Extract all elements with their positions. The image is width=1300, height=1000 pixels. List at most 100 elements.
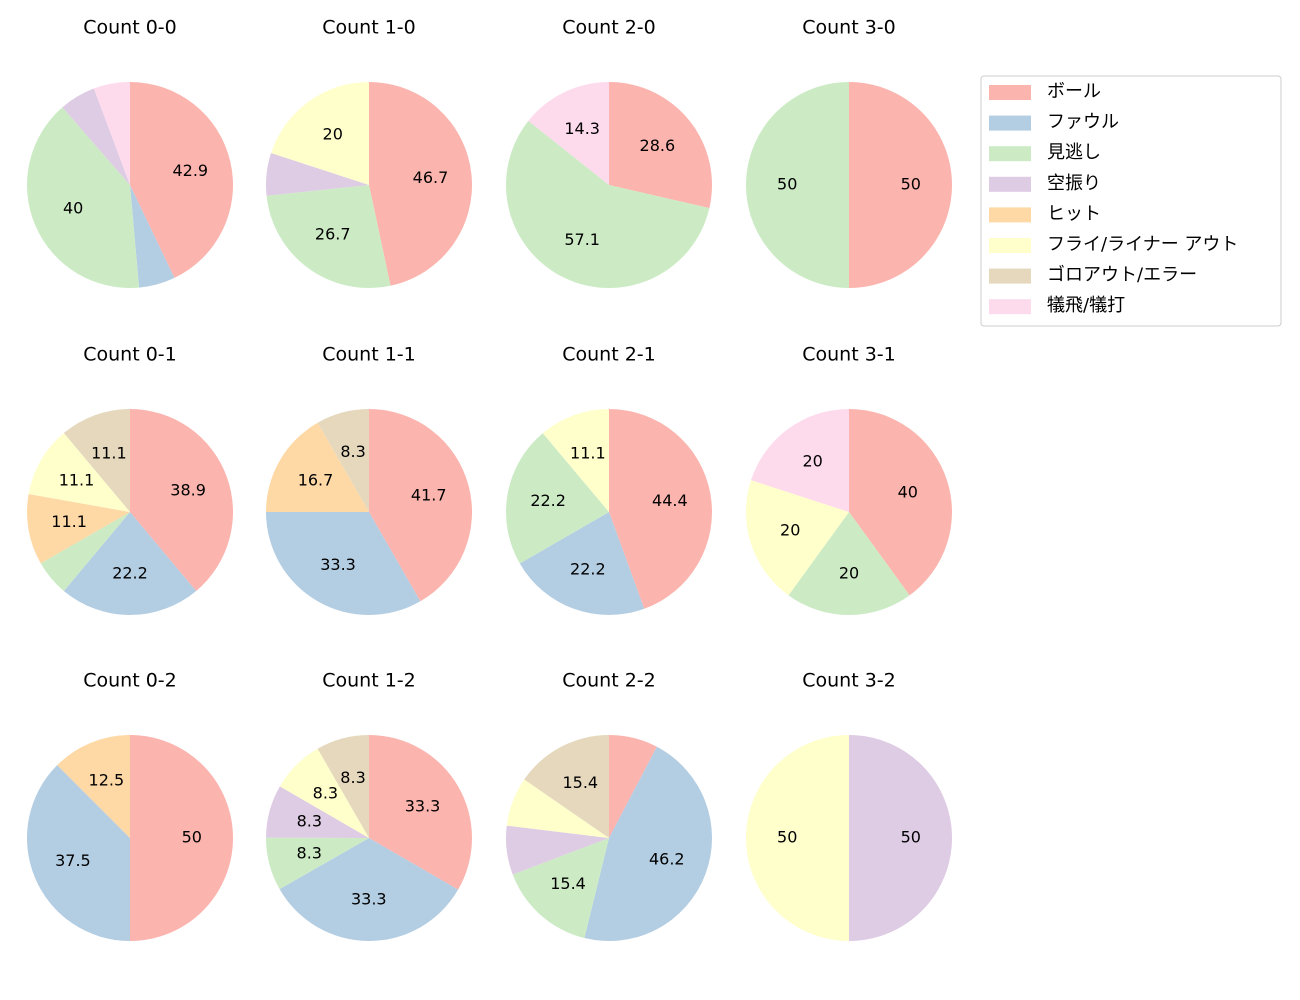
pie-wedge (130, 82, 234, 278)
pie-wedge (63, 512, 197, 616)
value-label: 8.3 (297, 843, 322, 862)
value-label: 8.3 (340, 442, 365, 461)
value-label: 26.7 (315, 225, 351, 244)
pie-wedge (130, 408, 234, 591)
value-label: 14.3 (564, 119, 600, 138)
value-label: 20 (323, 124, 343, 143)
pie-wedge (512, 838, 609, 939)
value-label: 50 (777, 828, 797, 847)
chart-title: Count 3-2 (802, 670, 896, 692)
pie-wedge (519, 512, 645, 615)
value-label: 15.4 (562, 773, 598, 792)
value-label: 37.5 (55, 851, 91, 870)
value-label: 22.2 (112, 563, 148, 582)
value-label: 50 (182, 828, 202, 847)
chart-title: Count 1-0 (322, 17, 416, 39)
value-label: 50 (777, 175, 797, 194)
legend-swatch (989, 299, 1031, 315)
pie-wedge (279, 838, 459, 941)
value-label: 40 (63, 199, 83, 218)
value-label: 8.3 (340, 768, 365, 787)
pie-wedge (266, 422, 369, 512)
legend-swatch (989, 268, 1031, 284)
pie-wedge (28, 433, 130, 512)
pie-wedge (751, 409, 849, 512)
pie-wedge (584, 746, 713, 942)
value-label: 28.6 (640, 136, 676, 155)
value-label: 42.9 (172, 161, 208, 180)
legend-swatch (989, 115, 1031, 131)
pie-wedge (505, 825, 609, 875)
chart-title: Count 2-0 (562, 17, 656, 39)
pie-wedge (266, 786, 369, 838)
legend-label: フライ/ライナー アウト (1047, 234, 1238, 255)
value-label: 11.1 (51, 512, 87, 531)
value-label: 33.3 (405, 797, 441, 816)
legend-label: ヒット (1047, 203, 1101, 224)
value-label: 46.7 (413, 168, 449, 187)
value-label: 11.1 (570, 443, 606, 462)
pie-wedge (609, 82, 712, 209)
legend-box (980, 75, 1282, 327)
value-label: 44.4 (652, 491, 688, 510)
value-label: 40 (898, 482, 918, 501)
value-label: 16.7 (298, 471, 334, 490)
chart-title: Count 0-2 (83, 670, 177, 692)
pie-wedge (62, 88, 130, 185)
pie-wedge (505, 433, 609, 564)
pie-wedge (528, 82, 609, 185)
value-label: 8.3 (297, 811, 322, 830)
legend-swatch (989, 146, 1031, 162)
pie-wedge (317, 409, 369, 512)
value-label: 11.1 (91, 443, 127, 462)
chart-title: Count 1-2 (322, 670, 416, 692)
pie-wedge (63, 409, 130, 512)
pie-wedge (266, 837, 369, 890)
chart-title: Count 3-0 (802, 17, 896, 39)
pie-wedge (609, 409, 712, 609)
pie-wedge (26, 493, 130, 564)
value-label: 11.1 (59, 471, 95, 490)
value-label: 33.3 (320, 555, 356, 574)
pie-wedge (369, 409, 472, 602)
chart-title: Count 0-0 (83, 17, 177, 39)
value-label: 20 (802, 452, 822, 471)
pie-wedge (266, 512, 421, 615)
pie-wedge (369, 735, 472, 890)
pie-wedge (849, 409, 953, 596)
pie-wedge (849, 735, 952, 941)
chart-title: Count 2-1 (562, 344, 656, 366)
pie-wedge (27, 765, 130, 941)
pie-wedge (93, 82, 130, 185)
pie-wedge (506, 779, 609, 838)
value-label: 22.2 (530, 491, 566, 510)
pie-wedge (130, 185, 175, 288)
pie-wedge (130, 735, 233, 941)
value-label: 20 (839, 563, 859, 582)
pie-wedge (40, 512, 130, 591)
value-label: 41.7 (411, 486, 447, 505)
legend-swatch (989, 207, 1031, 223)
value-label: 46.2 (649, 849, 685, 868)
pie-wedge (26, 107, 140, 289)
value-label: 8.3 (313, 784, 338, 803)
chart-title: Count 0-1 (83, 344, 177, 366)
pie-wedge (746, 480, 849, 596)
value-label: 33.3 (351, 889, 387, 908)
legend-label: ファウル (1047, 112, 1119, 133)
pie-wedge (317, 735, 369, 838)
chart-title: Count 2-2 (562, 670, 656, 692)
legend-swatch (989, 238, 1031, 253)
legend-label: ゴロアウト/エラー (1047, 265, 1197, 286)
pie-wedge (849, 82, 952, 288)
legend-swatch (989, 85, 1031, 100)
chart-title: Count 3-1 (802, 344, 896, 366)
legend-label: ボール (1047, 81, 1101, 102)
value-label: 22.2 (570, 560, 606, 579)
value-label: 50 (901, 175, 921, 194)
legend-swatch (989, 176, 1031, 192)
pie-wedge (57, 735, 131, 838)
pie-wedge (746, 82, 849, 288)
